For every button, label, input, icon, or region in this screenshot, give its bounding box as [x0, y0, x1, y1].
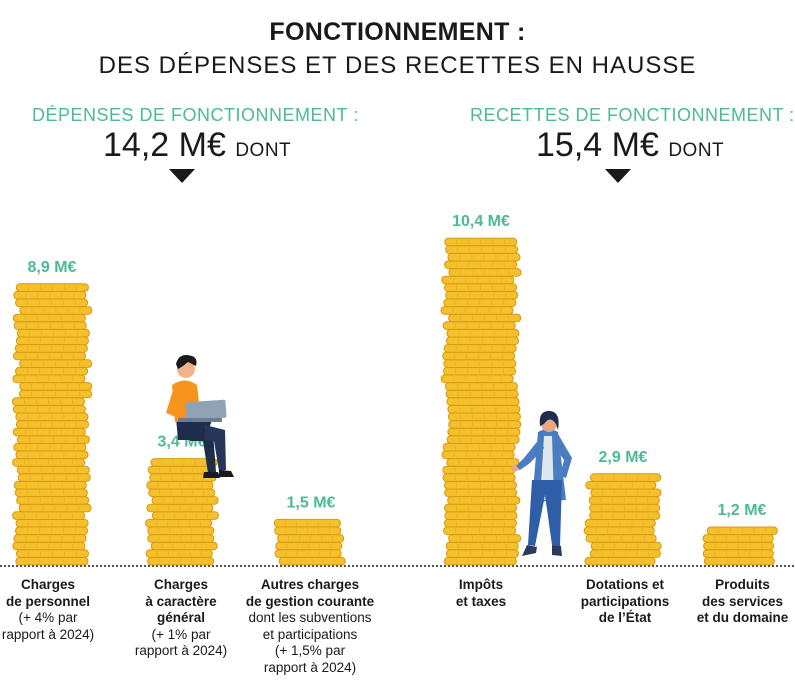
category-label-charges-personnel: Charges de personnel (+ 4% par rapport à…	[0, 577, 96, 643]
recettes-label: RECETTES DE FONCTIONNEMENT :	[470, 105, 795, 125]
category-note-line: (+ 1,5% par	[274, 643, 346, 658]
category-note-line: rapport à 2024)	[134, 643, 228, 658]
category-label-autres-charges: Autres charges de gestion courante dont …	[240, 577, 380, 676]
category-label-charges-caractere-general: Charges à caractère général (+ 1% par ra…	[128, 577, 234, 660]
value-label: 10,4 M€	[452, 213, 510, 230]
category-note-line: (+ 4% par	[18, 610, 78, 625]
depenses-total: 14,2 M€ DONT	[103, 126, 291, 165]
category-label-line: général	[156, 610, 206, 625]
category-label-line: Autres charges	[260, 577, 360, 592]
category-label-line: Produits	[715, 577, 770, 592]
category-note-line: rapport à 2024)	[1, 626, 95, 642]
category-note-line: et participations	[262, 626, 358, 642]
value-label: 2,9 M€	[599, 449, 648, 466]
depenses-total-suffix: DONT	[235, 140, 292, 161]
category-label-line: Impôts	[458, 577, 504, 592]
category-label-line: des services	[701, 593, 784, 609]
depenses-total-value: 14,2 M€	[103, 126, 226, 164]
coin-stack-bar	[583, 473, 662, 566]
recettes-total-suffix: DONT	[668, 140, 725, 161]
category-label-line: et du domaine	[696, 610, 789, 625]
category-label-impots-taxes: Impôts et taxes	[440, 577, 522, 610]
category-note-line: dont les subventions	[248, 610, 372, 625]
category-label-line: participations	[580, 593, 670, 609]
person-laptop-icon	[166, 355, 234, 478]
category-label-line: de gestion courante	[245, 593, 375, 609]
chart-subtitle: DES DÉPENSES ET DES RECETTES EN HAUSSE	[98, 52, 697, 79]
recettes-total: 15,4 M€ DONT	[536, 126, 724, 165]
recettes-arrow-icon	[605, 169, 631, 183]
coin-stack-bar	[440, 237, 522, 566]
category-note-line: rapport à 2024)	[263, 659, 357, 675]
category-label-line: de l’État	[598, 610, 652, 625]
category-note-line: (+ 1% par	[151, 626, 211, 642]
coin-stack-bar	[702, 526, 778, 566]
woman-standing-icon	[510, 410, 572, 556]
category-label-line: et taxes	[455, 593, 507, 609]
depenses-arrow-icon	[169, 169, 195, 183]
category-label-line: Dotations et	[585, 577, 664, 592]
category-label-line: à caractère	[145, 593, 217, 609]
value-label: 1,2 M€	[718, 502, 767, 519]
depenses-label: DÉPENSES DE FONCTIONNEMENT :	[32, 105, 359, 125]
coin-stack-bar	[11, 283, 93, 566]
chart-title: FONCTIONNEMENT :	[269, 18, 526, 46]
coin-stack-bar	[273, 518, 346, 566]
recettes-total-value: 15,4 M€	[536, 126, 659, 164]
value-label: 8,9 M€	[28, 259, 77, 276]
category-label-line: de personnel	[5, 593, 91, 609]
category-label-line: Charges	[20, 577, 76, 592]
value-label: 1,5 M€	[287, 494, 336, 511]
category-label-produits: Produits des services et du domaine	[690, 577, 795, 627]
category-label-line: Charges	[153, 577, 209, 592]
category-label-dotations: Dotations et participations de l’État	[572, 577, 678, 627]
